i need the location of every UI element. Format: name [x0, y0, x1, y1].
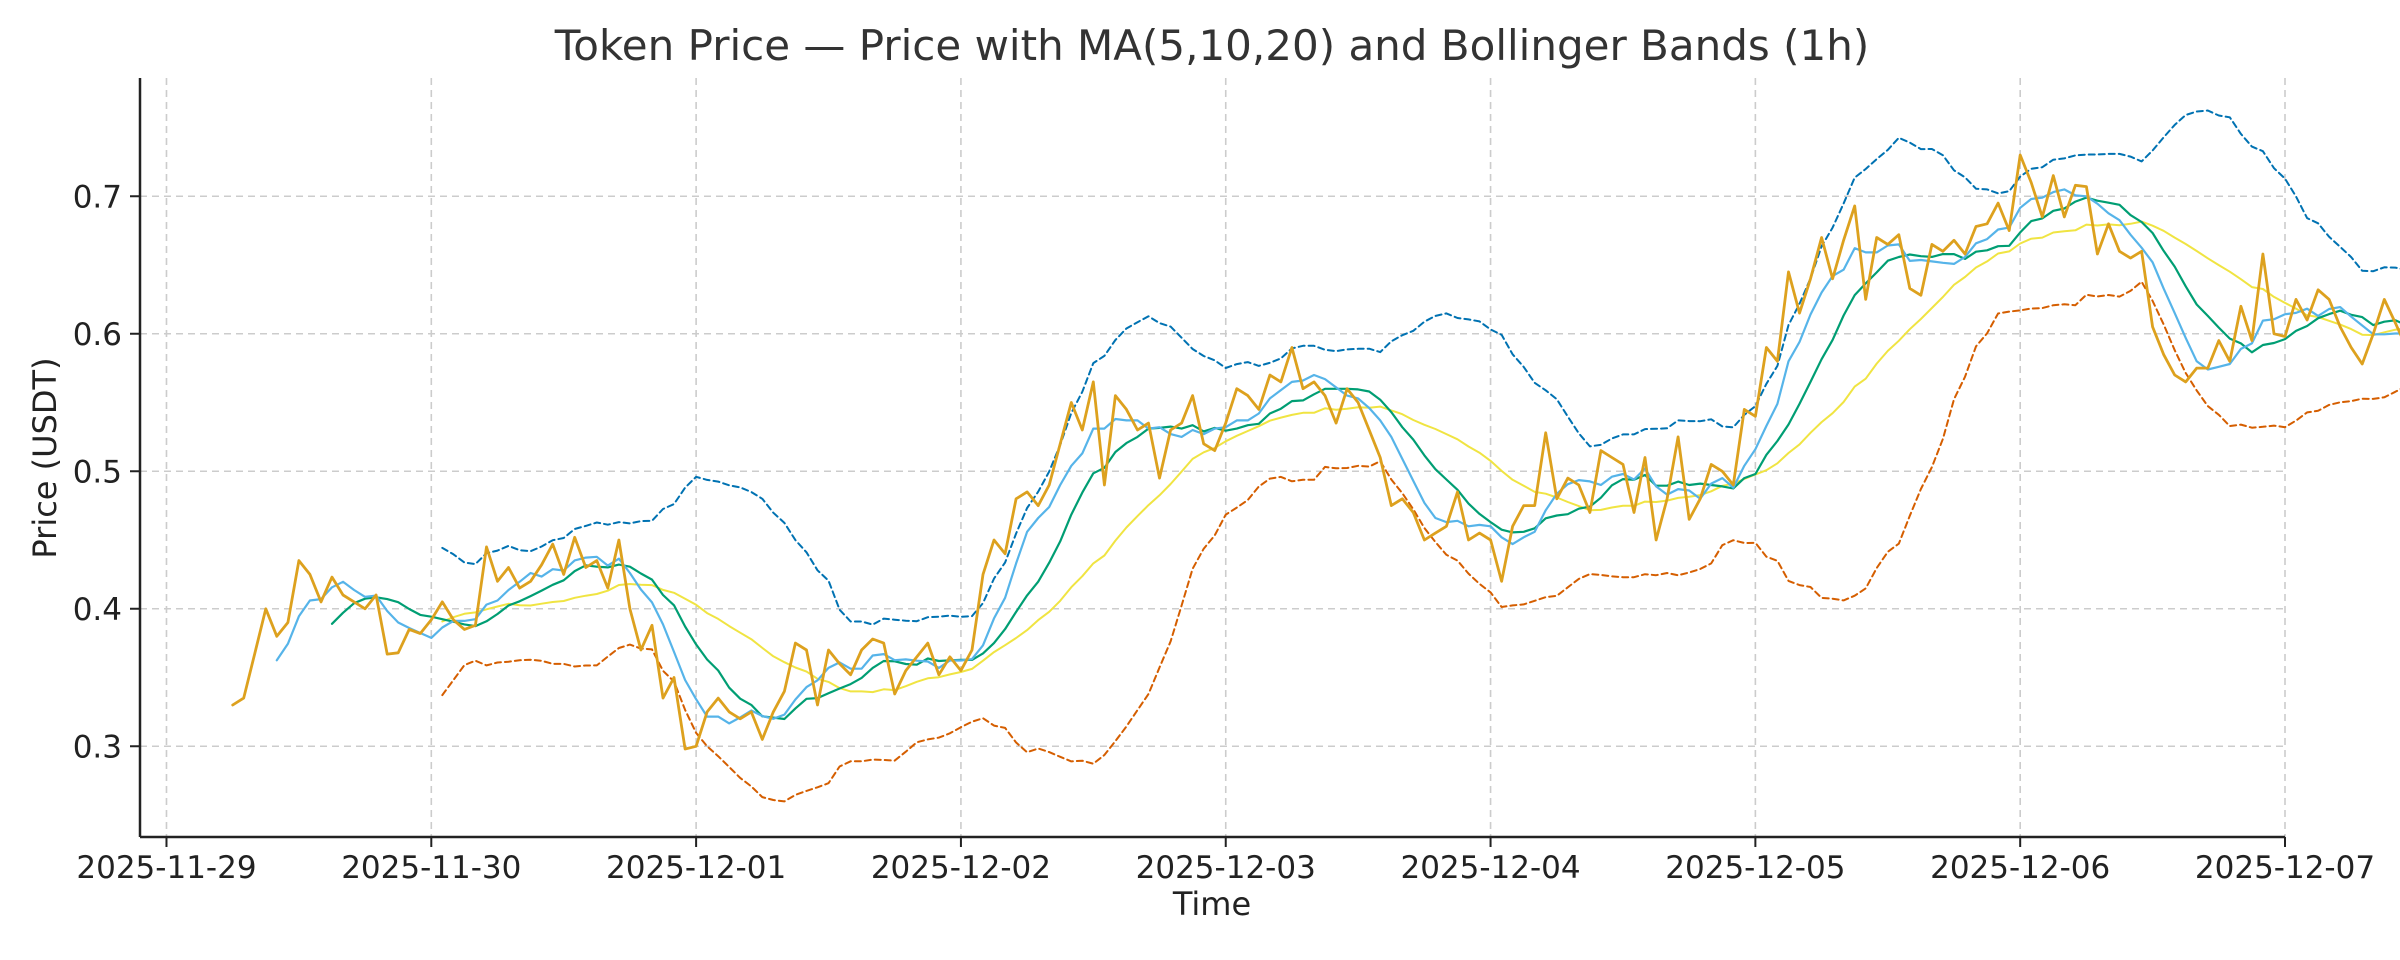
series-layer — [231, 109, 2400, 803]
series-line-ma10 — [330, 196, 2400, 721]
x-tick-label: 2025-12-03 — [1136, 850, 1316, 886]
x-tick-label: 2025-12-01 — [606, 850, 786, 886]
x-axis-label: Time — [1172, 885, 1251, 923]
series-line-bb-upper — [441, 109, 2400, 626]
x-tick-label: 2025-12-06 — [1930, 850, 2110, 886]
y-tick-label: 0.5 — [73, 454, 122, 490]
y-tick-label: 0.4 — [73, 592, 122, 628]
series-line-ma5 — [275, 188, 2400, 725]
ticks: 2025-11-29 2025-11-30 2025-12-01 2025-12-02… — [73, 179, 2375, 886]
x-tick-label: 2025-11-29 — [76, 850, 256, 886]
y-tick-label: 0.3 — [73, 729, 122, 765]
x-tick-label: 2025-12-05 — [1665, 850, 1845, 886]
x-tick-label: 2025-12-02 — [871, 850, 1051, 886]
axes — [138, 78, 2285, 839]
x-tick-label: 2025-12-07 — [2195, 850, 2375, 886]
x-tick-label: 2025-12-04 — [1400, 850, 1580, 886]
series-line-bb-lower — [441, 280, 2400, 803]
y-tick-label: 0.7 — [73, 179, 122, 215]
y-axis-label: Price (USDT) — [26, 357, 64, 558]
series-line-price — [231, 153, 2400, 751]
chart-title: Token Price — Price with MA(5,10,20) and… — [554, 21, 1869, 70]
series-line-ma20 — [441, 220, 2400, 694]
x-tick-label: 2025-11-30 — [341, 850, 521, 886]
y-tick-label: 0.6 — [73, 317, 122, 353]
grid-lines — [140, 78, 2286, 837]
